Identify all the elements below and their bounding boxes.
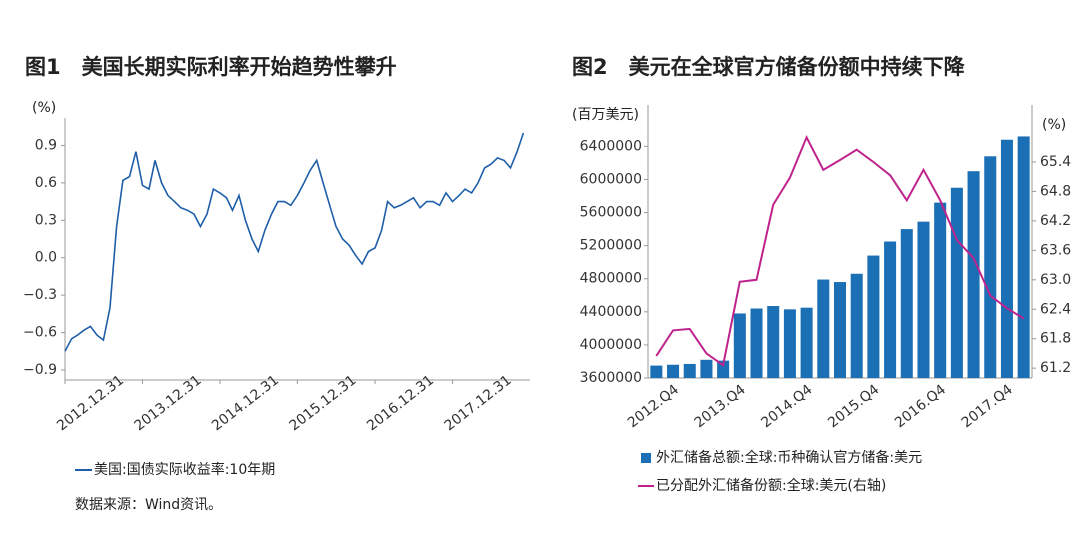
chart-title: 图1 美国长期实际利率开始趋势性攀升 (25, 55, 397, 79)
bar (767, 306, 780, 378)
y-tick-label: 4400000 (580, 304, 642, 320)
bar (850, 273, 863, 378)
y2-tick-label: 65.4 (1040, 154, 1071, 170)
y2-tick-label: 63.0 (1040, 272, 1071, 288)
y2-tick-label: 64.8 (1040, 183, 1071, 199)
x-tick-label: 2012.Q4 (625, 382, 682, 432)
y-tick-label: 0.9 (35, 137, 57, 153)
bar (984, 156, 997, 378)
x-tick-label: 2014.Q4 (758, 382, 815, 432)
y-tick-label: 0.0 (35, 250, 57, 266)
bar (950, 187, 963, 378)
y2-tick-label: 61.8 (1040, 331, 1071, 347)
source-note: 数据来源：Wind资讯。 (75, 497, 222, 513)
y-tick-label: 4800000 (580, 271, 642, 287)
legend-label: 美国:国债实际收益率:10年期 (94, 461, 275, 478)
bar (717, 360, 730, 378)
y-tick-label: 5600000 (580, 205, 642, 221)
bar (1000, 139, 1013, 378)
x-tick-label: 2013.Q4 (692, 382, 749, 432)
y2-tick-label: 61.2 (1040, 360, 1071, 376)
bar (917, 221, 930, 378)
bar (934, 202, 947, 378)
bar (667, 364, 680, 378)
bar (733, 313, 746, 378)
y-axis-label: (%) (32, 100, 56, 116)
bar (800, 307, 813, 378)
bar (900, 229, 913, 378)
bar (783, 309, 796, 378)
bar (750, 308, 763, 378)
legend-label: 已分配外汇储备份额:全球:美元(右轴) (656, 477, 886, 494)
y-tick-label: 6400000 (580, 138, 642, 154)
y-tick-label: 6000000 (580, 171, 642, 187)
bar (683, 363, 696, 378)
bar (867, 255, 880, 378)
y-tick-label: −0.9 (23, 362, 57, 378)
data-line (655, 135, 1025, 367)
y-tick-label: 3600000 (580, 370, 642, 386)
y2-axis-label: (%) (1042, 117, 1066, 133)
y2-tick-label: 64.2 (1040, 213, 1071, 229)
bar (650, 365, 663, 378)
y-tick-label: −0.3 (23, 287, 57, 303)
bar (884, 241, 897, 378)
y-tick-label: −0.6 (23, 325, 57, 341)
data-line (64, 132, 525, 352)
y2-tick-label: 63.6 (1040, 242, 1071, 258)
chart-title: 图2 美元在全球官方储备份额中持续下降 (572, 55, 966, 79)
x-tick-label: 2017.Q4 (959, 382, 1016, 432)
legend-label: 外汇储备总额:全球:币种确认官方储备:美元 (656, 449, 922, 466)
bar (817, 279, 830, 378)
bar (967, 171, 980, 378)
y-tick-label: 0.6 (35, 175, 57, 191)
bar (833, 282, 847, 378)
bar (700, 359, 713, 378)
x-tick-label: 2015.Q4 (825, 382, 882, 432)
y-tick-label: 0.3 (35, 212, 57, 228)
bar (1017, 136, 1030, 378)
y-tick-label: 4000000 (580, 337, 642, 353)
y2-tick-label: 62.4 (1040, 301, 1071, 317)
y-tick-label: 5200000 (580, 238, 642, 254)
legend-swatch (641, 453, 651, 463)
x-tick-label: 2016.Q4 (892, 382, 949, 432)
y-axis-label: (百万美元) (572, 107, 639, 123)
